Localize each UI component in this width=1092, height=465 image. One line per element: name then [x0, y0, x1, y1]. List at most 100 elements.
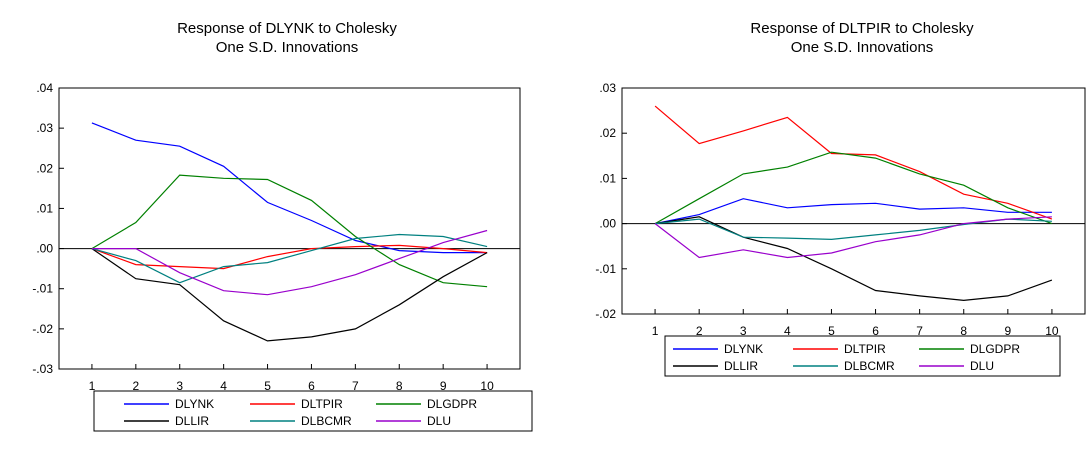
- chart-2-series-dltpir-point: [786, 116, 789, 119]
- chart-2-legend-label-dllir: DLLIR: [724, 359, 758, 373]
- chart-2-series-dlynk-point: [918, 208, 921, 211]
- chart-1-series-dllir-line: [91, 248, 488, 342]
- chart-2-series-dlbcmr-line: [655, 218, 1052, 241]
- chart-1-ytick-label: .01: [36, 201, 53, 215]
- chart-2-series-dltpir-point: [1006, 202, 1009, 205]
- chart-2-series-dlbcmr-point: [874, 233, 877, 236]
- chart-1-title: Response of DLYNK to Cholesky: [177, 20, 397, 37]
- chart-1-series-dlu-point: [354, 273, 357, 276]
- chart-1-series-dlbcmr-point: [134, 259, 137, 262]
- chart-2-series-dlgdpr-point: [830, 151, 833, 154]
- chart-2-series-dllir-point: [1050, 279, 1053, 282]
- chart-2-ytick-label: -.02: [595, 307, 616, 321]
- chart-1-xtick-label: 5: [264, 379, 271, 393]
- chart-2-series-dlynk-point: [1050, 211, 1053, 214]
- chart-1-series-dllir-point: [310, 335, 313, 338]
- chart-1-series-dltpir-point: [178, 265, 181, 268]
- chart-1-xtick-label: 7: [352, 379, 359, 393]
- chart-2-series-dllir-point: [918, 294, 921, 297]
- chart-1-ytick-label: -.01: [32, 282, 53, 296]
- chart-2-xtick-label: 5: [828, 324, 835, 338]
- chart-2-xtick-label: 7: [916, 324, 923, 338]
- chart-2-series-dltpir-point: [962, 193, 965, 196]
- chart-1-series-dltpir-point: [134, 263, 137, 266]
- chart-1-xtick-label: 10: [480, 379, 494, 393]
- chart-1-series-dlbcmr-point: [398, 233, 401, 236]
- chart-2-series-dlbcmr-point: [1050, 220, 1053, 223]
- chart-1-xtick-label: 1: [89, 379, 96, 393]
- chart-1-ytick-label: -.03: [32, 362, 53, 376]
- chart-2-series-dlynk-point: [786, 206, 789, 209]
- chart-1-series-dltpir-point: [266, 255, 269, 258]
- chart-1-series-dlbcmr-point: [442, 235, 445, 238]
- chart-2-legend-label-dlgdpr: DLGDPR: [970, 342, 1020, 356]
- chart-1-series-dlbcmr-point: [266, 261, 269, 264]
- chart-2-series-dltpir-point: [874, 153, 877, 156]
- chart-1-series-dltpir-point: [398, 244, 401, 247]
- chart-2-legend: DLYNK DLTPIR DLGDPR DLLIR DLBCMR DLU: [664, 335, 1061, 377]
- chart-1: Response of DLYNK to Cholesky One S.D. In…: [32, 20, 533, 432]
- chart-2-series-dllir-point: [874, 289, 877, 292]
- chart-1-ytick-label: .03: [36, 121, 53, 135]
- chart-1-series-dllir-point: [134, 277, 137, 280]
- chart-2-series-dlbcmr-point: [698, 218, 701, 221]
- chart-2-plot-frame: [621, 87, 1086, 315]
- chart-1-series-dlu-point: [178, 271, 181, 274]
- chart-2-xtick-label: 10: [1045, 324, 1059, 338]
- chart-1-series-dlynk-point: [134, 139, 137, 142]
- chart-1-xtick-label: 4: [220, 379, 227, 393]
- chart-1-series-dlgdpr-line: [91, 174, 488, 288]
- chart-2-legend-label-dlu: DLU: [970, 359, 994, 373]
- chart-1-series-dlynk-point: [266, 201, 269, 204]
- chart-2-series-dlbcmr-point: [786, 237, 789, 240]
- chart-2-xtick-label: 1: [652, 324, 659, 338]
- chart-2-subtitle: One S.D. Innovations: [791, 39, 934, 56]
- chart-1-series-dlynk-point: [398, 249, 401, 252]
- chart-1-series-dlynk-point: [442, 251, 445, 254]
- chart-2-ytick-label: .00: [599, 217, 616, 231]
- chart-2-series-dlu-point: [742, 248, 745, 251]
- chart-1-subtitle: One S.D. Innovations: [216, 39, 359, 56]
- chart-2-xtick-label: 8: [960, 324, 967, 338]
- chart-1-series-dlgdpr-point: [266, 178, 269, 181]
- chart-2-series-dlgdpr-line: [654, 151, 1053, 225]
- chart-1-plot-frame: [58, 87, 521, 370]
- chart-2-xtick-label: 6: [872, 324, 879, 338]
- chart-2-series-dlbcmr-point: [830, 238, 833, 241]
- chart-2-series-dlu-line: [654, 216, 1052, 259]
- chart-2: Response of DLTPIR to Cholesky One S.D. I…: [595, 20, 1086, 377]
- chart-1-series-dllir-point: [486, 251, 489, 254]
- chart-1-ytick-label: .02: [36, 161, 53, 175]
- chart-1-series-dlynk-point: [90, 121, 93, 124]
- chart-1-series-dllir-point: [222, 319, 225, 322]
- chart-1-series-dlgdpr-point: [310, 199, 313, 202]
- chart-1-xtick-label: 3: [176, 379, 183, 393]
- chart-2-series-dlu-point: [918, 233, 921, 236]
- chart-2-series-dlgdpr-point: [962, 184, 965, 187]
- chart-1-xtick-label: 9: [440, 379, 447, 393]
- chart-2-series-dlynk-point: [830, 203, 833, 206]
- chart-1-series-dllir-point: [266, 339, 269, 342]
- chart-2-series-dlu-point: [830, 251, 833, 254]
- chart-1-series-dllir-point: [442, 275, 445, 278]
- chart-1-series-dlu-point: [442, 241, 445, 244]
- chart-1-ytick-label: .00: [36, 242, 53, 256]
- chart-1-legend-label-dlynk: DLYNK: [175, 397, 214, 411]
- chart-2-xtick-label: 2: [696, 324, 703, 338]
- chart-2-series-dlbcmr-point: [918, 229, 921, 232]
- chart-2-title: Response of DLTPIR to Cholesky: [750, 20, 974, 37]
- chart-2-series-dltpir-line: [654, 105, 1053, 220]
- chart-1-ytick-label: -.02: [32, 322, 53, 336]
- chart-1-series-dllir-point: [354, 327, 357, 330]
- chart-2-series-dlu-point: [1050, 215, 1053, 218]
- chart-2-series-dlynk-point: [1006, 211, 1009, 214]
- chart-2-series-dltpir-point: [742, 129, 745, 132]
- chart-2-series-dllir-point: [962, 299, 965, 302]
- chart-1-series-dlgdpr-point: [442, 281, 445, 284]
- chart-1-series-dllir-point: [398, 303, 401, 306]
- chart-2-series-dlu-point: [1006, 218, 1009, 221]
- chart-2-series-dlbcmr-point: [742, 236, 745, 239]
- chart-2-series-dlynk-line: [654, 198, 1052, 225]
- chart-2-series-dllir-line: [655, 216, 1053, 302]
